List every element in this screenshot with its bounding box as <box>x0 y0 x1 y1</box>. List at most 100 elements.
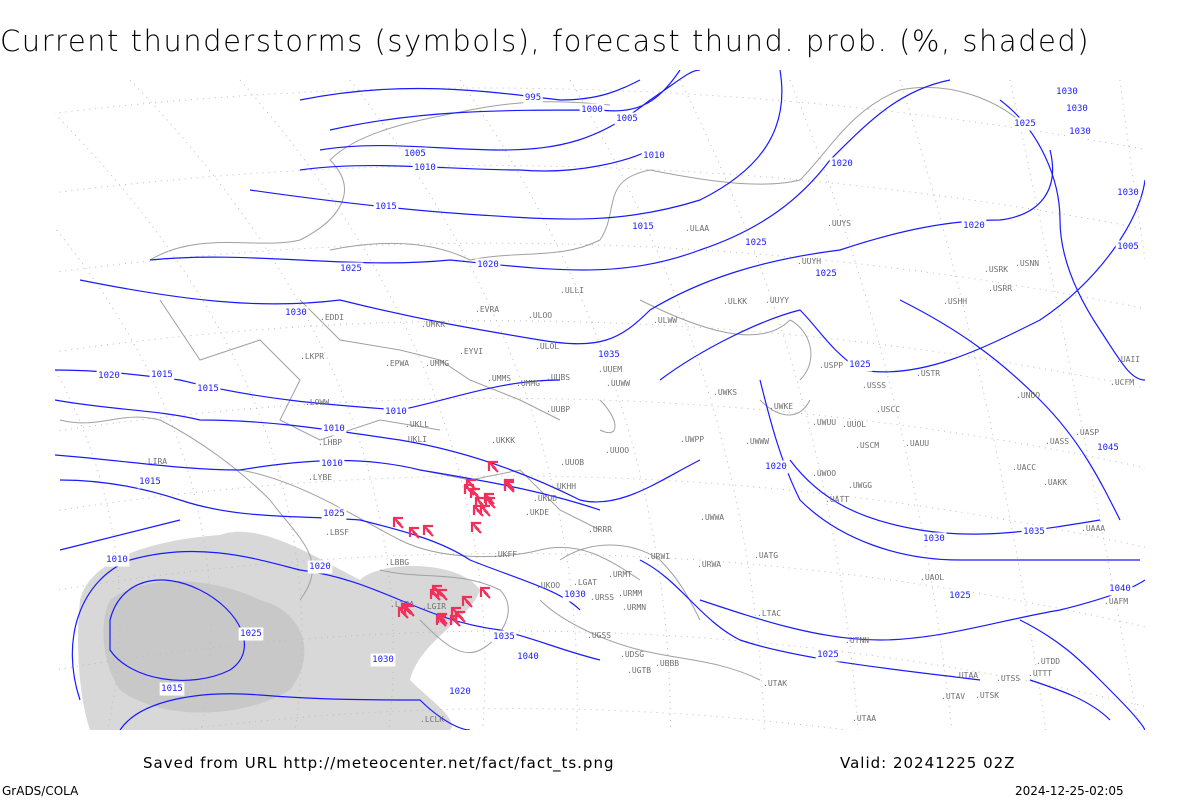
isobar-label: 1030 <box>923 534 945 544</box>
station-label: .ULWW <box>653 316 677 325</box>
station-label: .UKFF <box>493 550 517 559</box>
isobar-label: 1020 <box>963 221 985 231</box>
coastline <box>329 169 801 261</box>
station-label: .USRR <box>988 284 1012 293</box>
station-label: .USCM <box>855 441 879 450</box>
thunderstorm-symbol <box>487 460 499 473</box>
isobar-line <box>759 379 1140 561</box>
station-label: .UWPP <box>680 435 704 444</box>
station-label: .URMT <box>608 570 632 579</box>
thunderstorm-symbol <box>392 516 404 529</box>
station-label: .USPP <box>819 361 843 370</box>
isobar-label: 1005 <box>616 114 638 124</box>
isobar-label: 1020 <box>98 371 120 381</box>
station-label: .UDSG <box>620 650 644 659</box>
valid-time: Valid: 20241225 02Z <box>840 754 1016 772</box>
isobar-label: 1015 <box>197 384 219 394</box>
isobar-label: 1015 <box>375 202 397 212</box>
isobar-label-bg <box>137 475 163 489</box>
station-label: .UWGG <box>848 481 872 490</box>
isobar-label: 1015 <box>632 222 654 232</box>
isobar-label-bg <box>1064 102 1090 116</box>
station-label: .UBBB <box>655 659 679 668</box>
coastline <box>59 416 313 601</box>
isobar-line <box>699 579 1145 641</box>
isobar-label-bg <box>338 262 364 276</box>
isobar-label-bg <box>614 112 640 126</box>
isobar-label-bg <box>562 588 588 602</box>
thunderstorm-symbol <box>484 496 496 509</box>
isobar-line <box>79 149 1054 345</box>
thunderstorm-symbol <box>470 521 482 534</box>
isobar-label: 1020 <box>831 159 853 169</box>
coastline <box>379 569 509 654</box>
station-label: .ULAA <box>685 224 709 233</box>
station-label: .UWWW <box>745 437 769 446</box>
isobar-label-bg <box>475 258 501 272</box>
station-label: .EYVI <box>459 347 483 356</box>
station-label: .UUBP <box>546 405 570 414</box>
station-label: .URSS <box>590 593 614 602</box>
isobar-label: 1020 <box>309 562 331 572</box>
station-label: .UGSS <box>587 631 611 640</box>
isobar-line <box>249 70 783 220</box>
isobar-label: 1030 <box>1069 127 1091 137</box>
coastline <box>299 299 561 421</box>
station-label: .UUOL <box>842 420 866 429</box>
isobar-label: 1030 <box>1117 188 1139 198</box>
station-label: .UMMG <box>425 359 449 368</box>
isobar-label: 995 <box>525 93 541 103</box>
station-label: .USRK <box>984 265 1008 274</box>
isobar-label-bg <box>283 306 309 320</box>
isobar-line <box>71 550 601 701</box>
station-label: .UTTT <box>1028 669 1052 678</box>
station-label: .UUWW <box>606 379 630 388</box>
station-label: .URRR <box>588 525 612 534</box>
isobar-label-bg <box>596 348 622 362</box>
isobar-label: 1025 <box>849 360 871 370</box>
isobar-label: 1025 <box>745 238 767 248</box>
isobar-line <box>59 479 581 611</box>
station-label: .UNOO <box>1016 391 1040 400</box>
thunderstorm-symbol <box>463 483 475 496</box>
station-label: .UWWA <box>700 513 724 522</box>
station-label: .EPWA <box>385 359 409 368</box>
isobar-label: 1030 <box>1066 104 1088 114</box>
coastline <box>639 299 812 381</box>
station-label: .LGAT <box>573 578 597 587</box>
isobar-label-bg <box>238 627 264 641</box>
thunderstorm-symbol <box>461 595 473 608</box>
parallel <box>55 165 1145 230</box>
station-label: .UUOB <box>560 458 584 467</box>
thunderstorm-symbol <box>422 524 434 537</box>
isobar-line <box>659 179 1145 381</box>
isobar-label-bg <box>1095 441 1121 455</box>
isobar-label: 1025 <box>949 591 971 601</box>
station-label: .ULLI <box>560 286 584 295</box>
station-label: .URWI <box>646 552 670 561</box>
station-label: .UASP <box>1075 428 1099 437</box>
isobar-label: 1030 <box>372 655 394 665</box>
isobar-label: 1020 <box>449 687 471 697</box>
station-label: .UTAA <box>852 714 876 723</box>
station-label: .ULOL <box>535 342 559 351</box>
isobar-label: 1010 <box>643 151 665 161</box>
isobar-label: 1030 <box>564 590 586 600</box>
station-label: .UTNN <box>845 636 869 645</box>
isobar-line <box>55 369 561 411</box>
isobar-label-bg <box>847 358 873 372</box>
isobar-label: 1045 <box>1097 443 1119 453</box>
station-label: .UKDE <box>525 508 549 517</box>
map-title: Current thunderstorms (symbols), forecas… <box>0 24 1091 58</box>
isobar-line <box>899 299 1121 521</box>
isobar-label-bg <box>947 589 973 603</box>
station-label: .UTDD <box>1036 657 1060 666</box>
isobar-label: 1035 <box>1023 527 1045 537</box>
station-label: .UAFM <box>1104 597 1128 606</box>
isobar-label-bg <box>321 507 347 521</box>
isobar-label-bg <box>195 382 221 396</box>
isobar-label-bg <box>921 532 947 546</box>
station-label: .UMMS <box>487 374 511 383</box>
thunderstorm-symbol <box>435 614 447 627</box>
